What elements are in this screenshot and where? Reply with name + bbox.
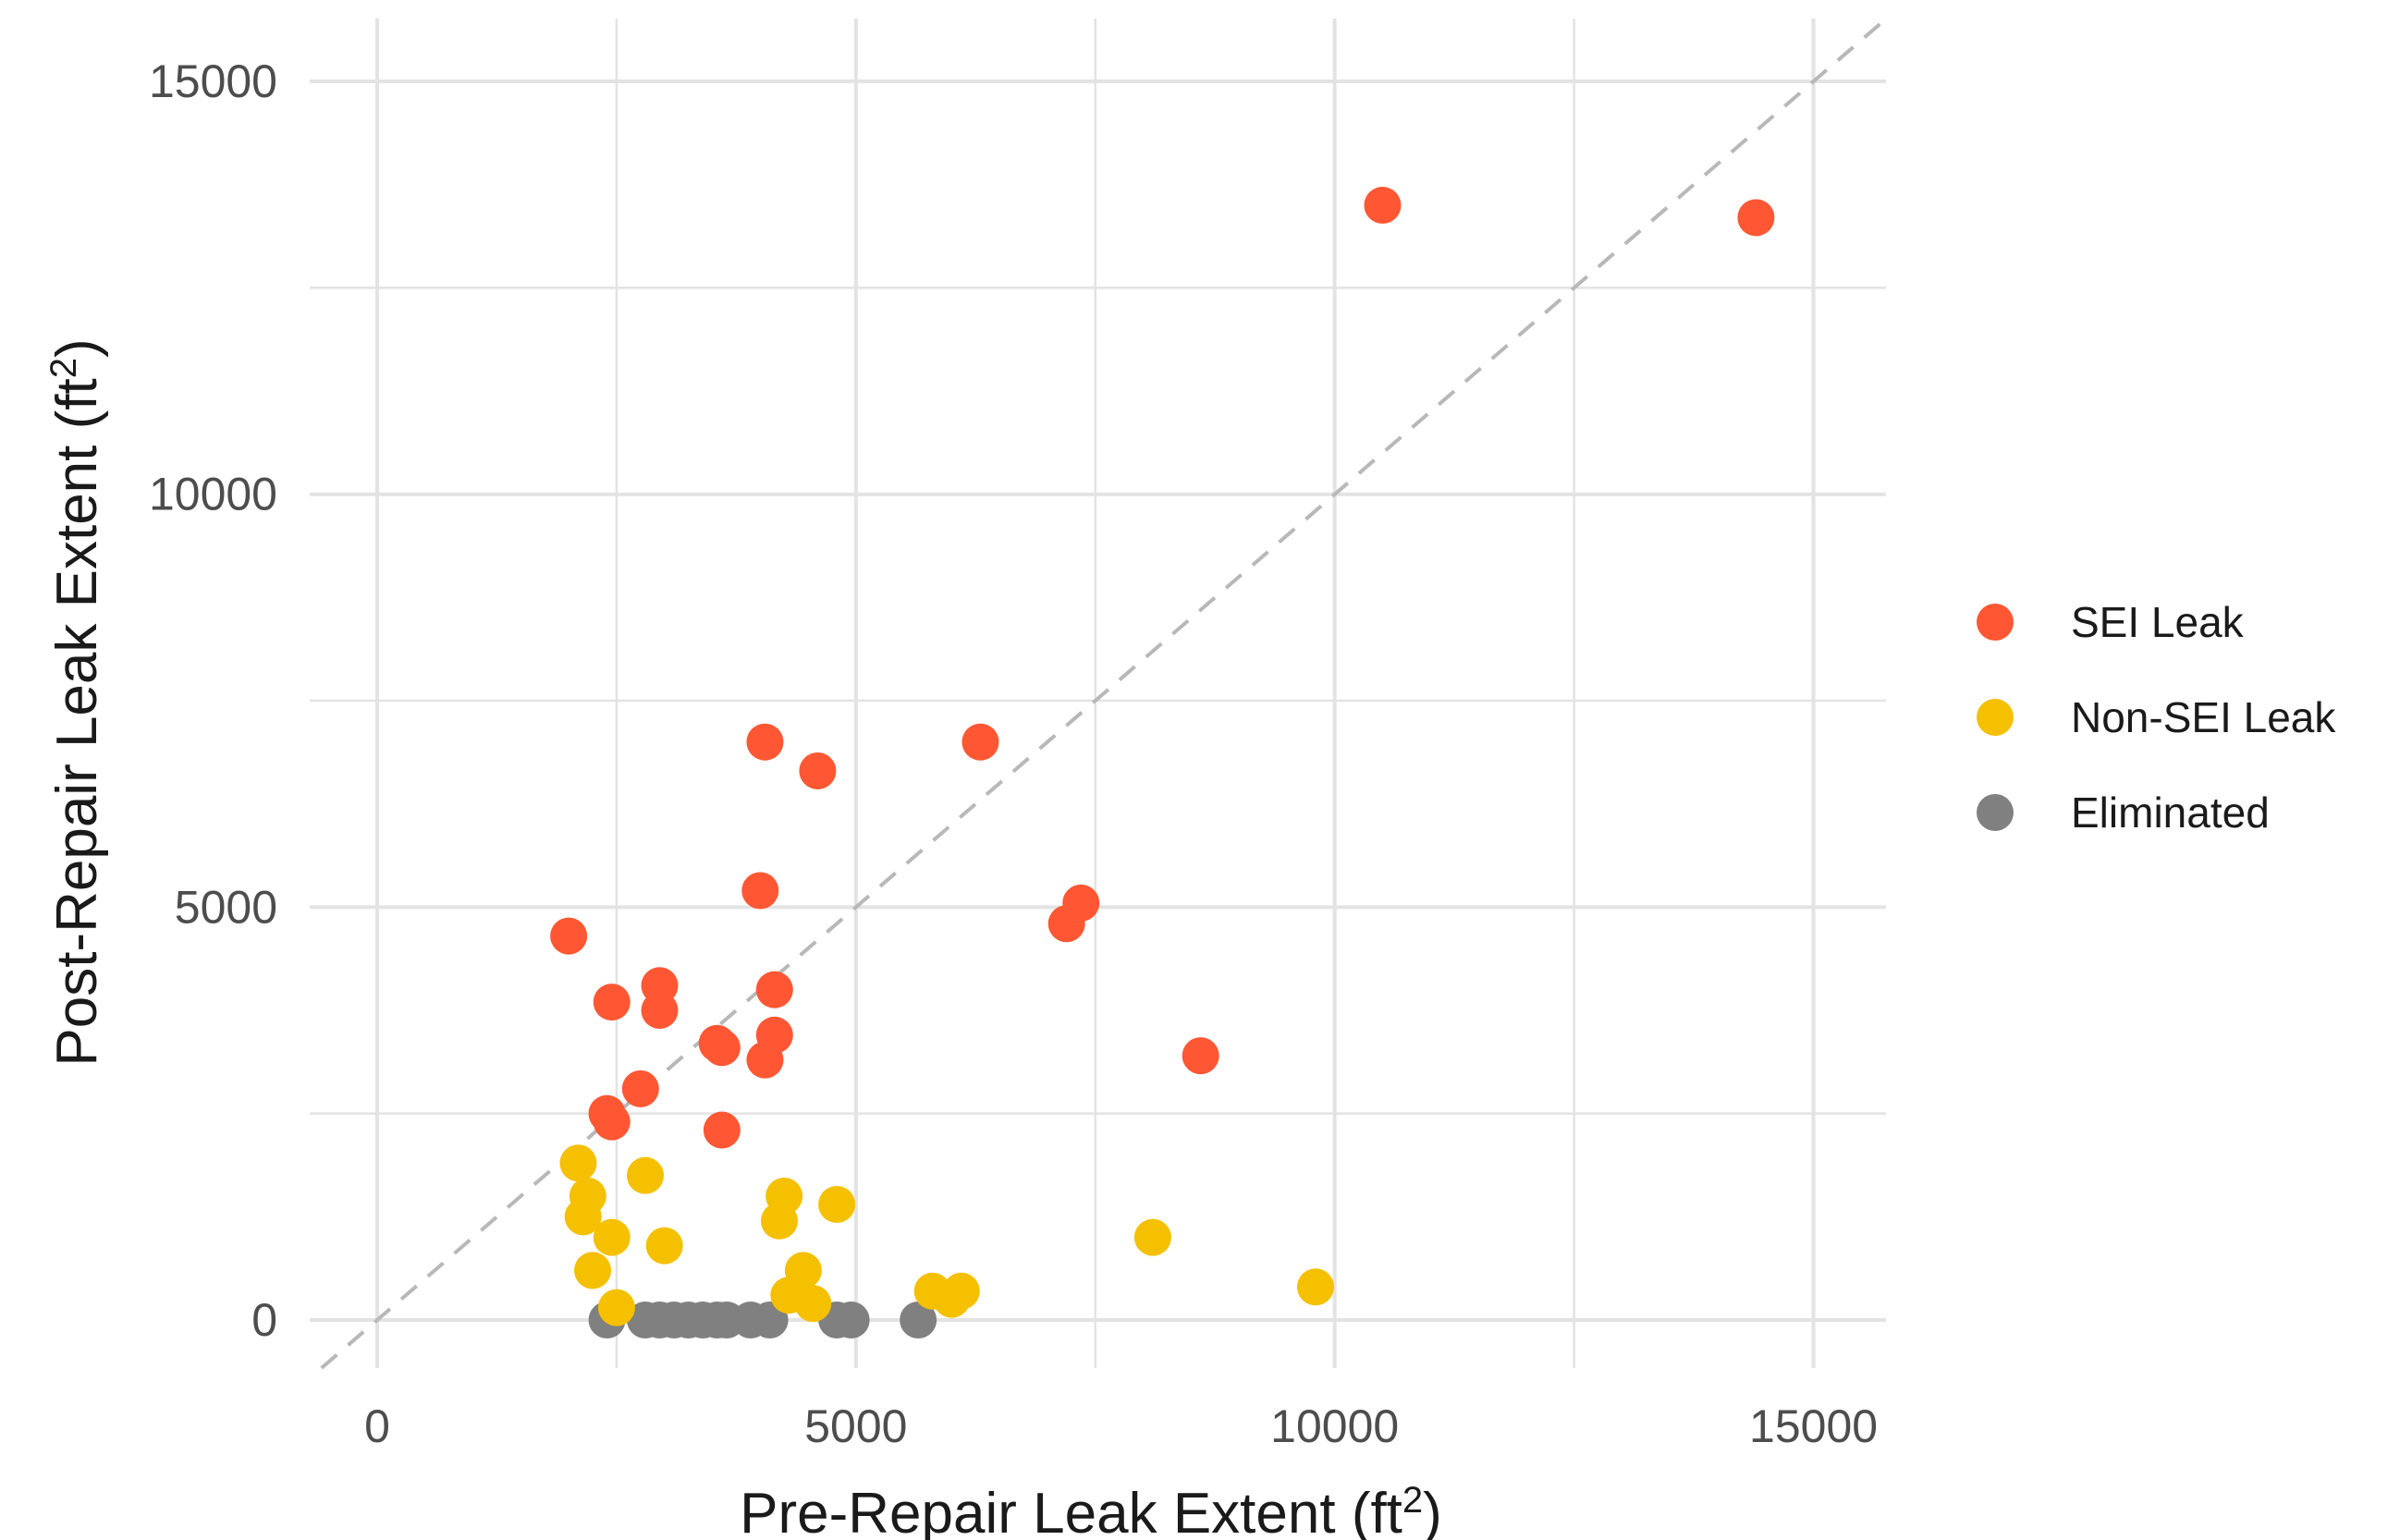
- sei-leak-point: [703, 1029, 741, 1067]
- data-points: [550, 187, 1775, 1338]
- x-axis-title-close: ): [1423, 1482, 1442, 1540]
- non-sei-leak-point: [593, 1218, 631, 1256]
- x-axis-title: Pre-Repair Leak Extent (ft2): [740, 1480, 1442, 1540]
- sei-leak-point: [1062, 884, 1100, 922]
- y-axis-title-text: Post-Repair Leak Extent (ft: [45, 378, 109, 1066]
- x-axis-tick-labels: 0 5000 10000 15000: [364, 1400, 1878, 1452]
- non-sei-leak-point: [597, 1289, 635, 1326]
- y-tick-label: 10000: [149, 469, 277, 520]
- non-sei-leak-point: [942, 1272, 980, 1310]
- identity-reference-line: [320, 17, 1888, 1370]
- non-sei-leak-point: [574, 1252, 612, 1289]
- non-sei-leak-point: [818, 1185, 856, 1223]
- sei-leak-point: [961, 723, 999, 761]
- sei-leak-point: [550, 917, 588, 955]
- y-tick-label: 15000: [149, 55, 277, 107]
- non-sei-leak-point: [1296, 1268, 1334, 1306]
- non-sei-leak-point: [626, 1156, 664, 1194]
- non-sei-leak-point: [564, 1198, 602, 1236]
- x-tick-label: 0: [364, 1400, 390, 1452]
- non-sei-leak-point: [794, 1285, 832, 1323]
- non-sei-leak-point: [645, 1227, 683, 1265]
- legend-label-sei-leak: SEI Leak: [2071, 598, 2245, 646]
- non-sei-leak-point: [765, 1178, 803, 1216]
- non-sei-leak-point: [1133, 1218, 1171, 1256]
- sei-leak-point: [593, 984, 631, 1021]
- y-axis-title: Post-Repair Leak Extent (ft2): [43, 338, 109, 1066]
- sei-leak-point: [588, 1094, 626, 1132]
- sei-leak-point: [746, 723, 784, 761]
- legend-marker-eliminated: [1977, 794, 2014, 831]
- x-tick-label: 10000: [1270, 1400, 1399, 1452]
- x-axis-title-superscript: 2: [1402, 1480, 1423, 1521]
- x-tick-label: 5000: [804, 1400, 907, 1452]
- sei-leak-point: [1182, 1037, 1219, 1075]
- grid-lines: [310, 18, 1886, 1368]
- y-tick-label: 0: [251, 1294, 277, 1346]
- sei-leak-point: [1364, 187, 1402, 225]
- sei-leak-point: [799, 752, 837, 789]
- sei-leak-point: [741, 872, 779, 910]
- sei-leak-point: [621, 1069, 659, 1107]
- y-tick-label: 5000: [175, 881, 277, 933]
- sei-leak-point: [755, 971, 793, 1008]
- y-axis-title-close: ): [45, 338, 109, 358]
- sei-leak-point: [1737, 199, 1775, 237]
- y-axis-tick-labels: 0 5000 10000 15000: [149, 55, 277, 1346]
- legend-label-eliminated: Eliminated: [2071, 788, 2270, 837]
- y-axis-title-superscript: 2: [43, 358, 84, 378]
- sei-leak-point: [641, 992, 679, 1030]
- reference-line-group: [320, 17, 1888, 1370]
- legend: SEI Leak Non-SEI Leak Eliminated: [1977, 598, 2336, 837]
- x-tick-label: 15000: [1749, 1400, 1878, 1452]
- non-sei-leak-point: [559, 1144, 597, 1182]
- x-axis-title-text: Pre-Repair Leak Extent (ft: [740, 1482, 1402, 1540]
- sei-leak-point: [703, 1111, 741, 1149]
- eliminated-point: [900, 1302, 937, 1338]
- sei-leak-point: [755, 1016, 793, 1054]
- legend-label-non-sei-leak: Non-SEI Leak: [2071, 693, 2336, 741]
- legend-marker-sei-leak: [1977, 604, 2014, 641]
- legend-marker-non-sei-leak: [1977, 699, 2014, 736]
- eliminated-point: [832, 1302, 870, 1338]
- non-sei-leak-point: [784, 1252, 822, 1289]
